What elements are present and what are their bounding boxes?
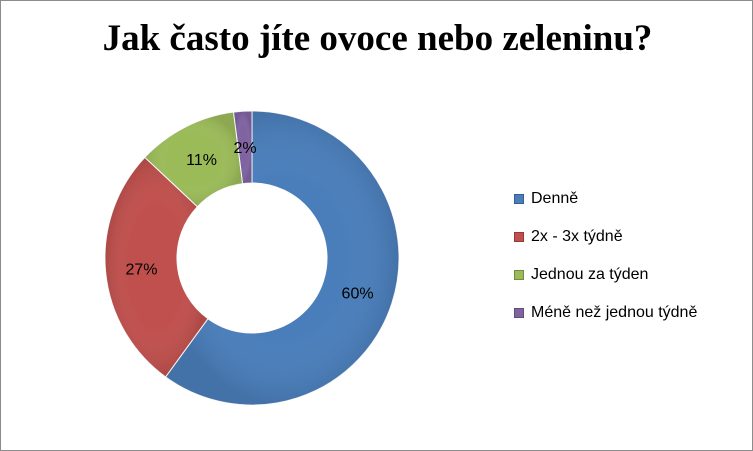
- chart-title: Jak často jíte ovoce nebo zeleninu?: [102, 18, 653, 59]
- legend-label-3: Jednou za týden: [531, 266, 649, 283]
- doughnut-slice-shade-4: [233, 111, 252, 184]
- doughnut-slice-shade-2: [105, 157, 208, 377]
- legend-label-4: Méně než jednou týdně: [531, 304, 698, 321]
- doughnut-slice-shade-3: [144, 112, 243, 207]
- data-label-1: 60%: [342, 285, 374, 302]
- data-label-3: 11%: [186, 152, 217, 169]
- legend-swatch-2: [514, 232, 524, 242]
- chart-legend: Denně 2x - 3x týdně Jednou za týden Méně ne…: [511, 190, 697, 342]
- legend-item-3: Jednou za týden: [511, 266, 697, 284]
- doughnut-slice-shade-1: [165, 111, 399, 405]
- legend-swatch-1: [514, 194, 524, 204]
- data-label-4: 2%: [233, 140, 256, 157]
- legend-swatch-3: [514, 270, 524, 280]
- legend-label-1: Denně: [531, 190, 579, 207]
- legend-item-1: Denně: [511, 190, 697, 208]
- data-label-2: 27%: [125, 261, 157, 278]
- legend-item-4: Méně než jednou týdně: [511, 304, 697, 322]
- legend-swatch-4: [514, 308, 524, 318]
- legend-item-2: 2x - 3x týdně: [511, 228, 697, 246]
- legend-label-2: 2x - 3x týdně: [531, 228, 623, 245]
